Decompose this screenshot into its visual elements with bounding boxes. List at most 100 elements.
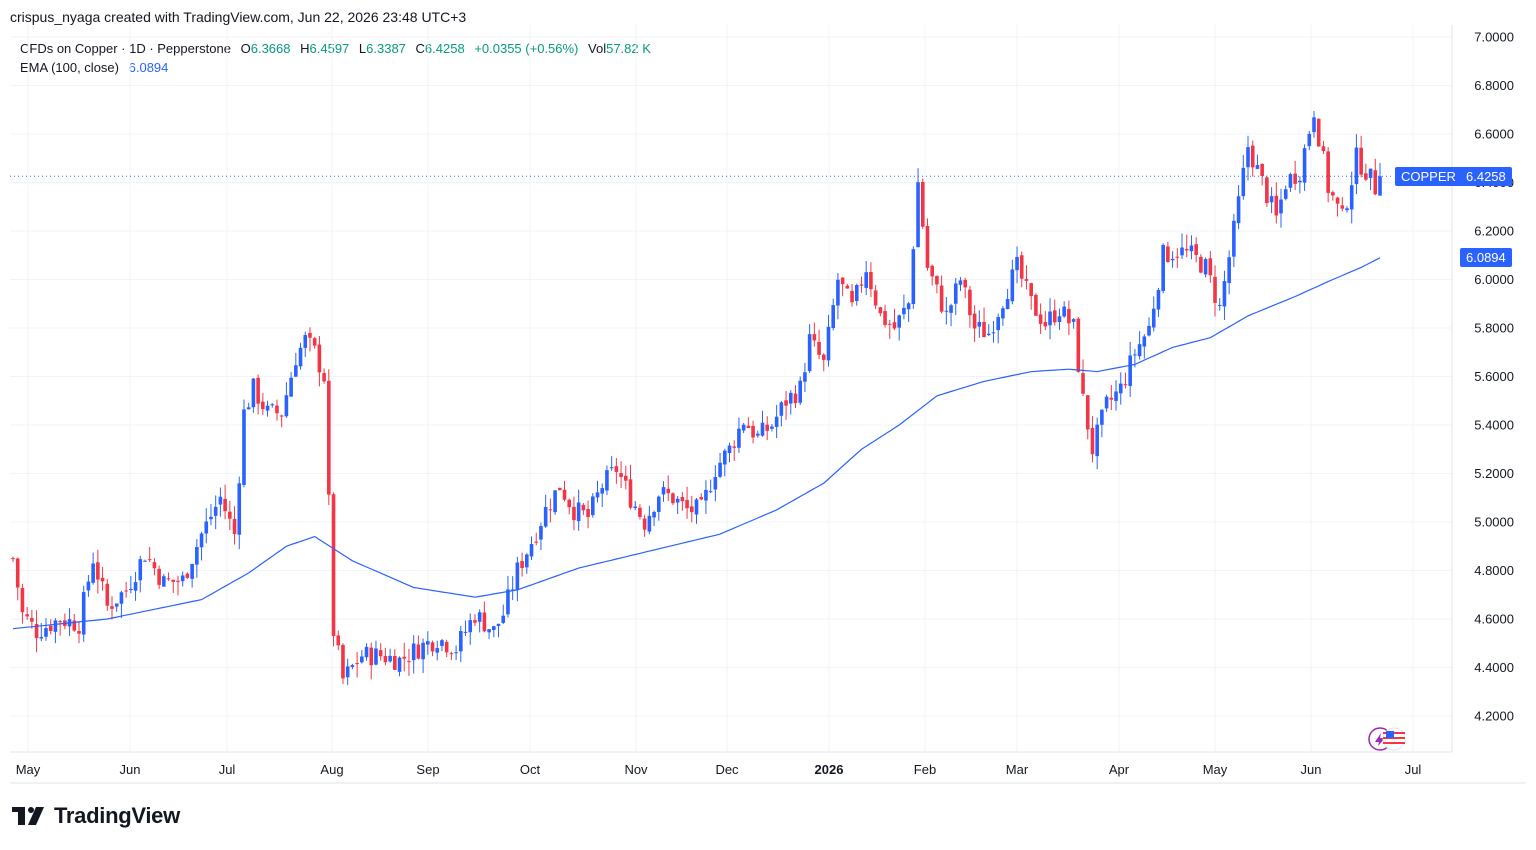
ema-legend-row[interactable]: EMA (100, close) 6.0894	[20, 58, 651, 77]
candle-body	[605, 470, 609, 491]
candle-body	[312, 338, 317, 346]
candle-body	[803, 372, 807, 382]
low-value: 6.3387	[366, 41, 406, 56]
candle-body	[883, 311, 887, 325]
candle-body	[143, 560, 147, 562]
symbol-legend-row[interactable]: CFDs on Copper · 1D · Pepperstone O6.366…	[20, 39, 651, 58]
candle-body	[166, 578, 171, 580]
candle-body	[623, 475, 628, 481]
candle-body	[1199, 256, 1203, 273]
candle-body	[751, 425, 755, 438]
candle-body	[105, 583, 110, 606]
close-value: 6.4258	[424, 41, 465, 56]
candle-body	[232, 518, 237, 535]
candle-body	[581, 504, 586, 511]
candle-body	[746, 425, 751, 429]
candle-body	[39, 636, 44, 639]
candle-body	[1104, 396, 1109, 409]
close-label: C	[415, 41, 425, 56]
candle-body	[1170, 258, 1175, 261]
candle-body	[1335, 197, 1340, 204]
y-tick-label: 5.2000	[1474, 466, 1514, 481]
candle-body	[435, 648, 440, 653]
candle-body	[968, 289, 972, 316]
candle-body	[520, 561, 524, 569]
candle-body	[1043, 322, 1048, 327]
candle-body	[1184, 248, 1189, 251]
candle-body	[1279, 199, 1283, 214]
candle-body	[869, 271, 873, 290]
candle-body	[642, 518, 647, 530]
candle-body	[704, 489, 708, 501]
last-price-tag: 6.4258	[1460, 167, 1512, 186]
candle-body	[807, 334, 812, 372]
us-flag-icon[interactable]	[1368, 727, 1406, 751]
candle-body	[958, 280, 963, 285]
candle-body	[53, 620, 58, 632]
candle-body	[765, 424, 770, 431]
candle-body	[699, 497, 704, 500]
candle-body	[1321, 146, 1326, 151]
candle-body	[96, 562, 100, 580]
candle-body	[355, 663, 359, 665]
candle-body	[1340, 205, 1345, 209]
candle-body	[534, 541, 539, 543]
candle-body	[982, 321, 986, 338]
candle-body	[430, 642, 435, 652]
candle-body	[1052, 310, 1057, 323]
candle-body	[426, 641, 430, 645]
candle-body	[906, 303, 911, 310]
candle-body	[72, 620, 77, 631]
ema-line	[12, 257, 1381, 630]
candle-body	[826, 326, 831, 361]
candle-body	[416, 644, 421, 659]
candle-body	[638, 507, 642, 517]
candle-body	[289, 377, 293, 397]
candle-body	[1312, 117, 1316, 133]
candle-body	[1161, 244, 1165, 292]
candle-body	[845, 285, 850, 289]
candle-body	[1005, 299, 1010, 310]
candle-body	[1114, 391, 1118, 401]
candle-body	[180, 575, 185, 582]
candle-body	[1189, 245, 1194, 252]
candle-body	[228, 511, 232, 519]
candle-body	[562, 489, 567, 500]
tradingview-logo[interactable]: TradingView	[12, 803, 180, 829]
candle-body	[694, 499, 699, 515]
candle-body	[770, 426, 774, 429]
candle-body	[199, 533, 204, 548]
candle-body	[1015, 256, 1019, 271]
candle-body	[1345, 208, 1349, 211]
candle-body	[628, 479, 633, 508]
candle-body	[741, 424, 746, 431]
candle-body	[298, 347, 303, 367]
candle-body	[1241, 167, 1246, 197]
candle-body	[303, 335, 308, 348]
candle-body	[421, 642, 425, 660]
candle-body	[656, 496, 661, 512]
candle-body	[774, 416, 779, 427]
low-label: L	[358, 41, 367, 56]
candle-body	[176, 580, 180, 582]
candle-body	[345, 666, 350, 678]
y-tick-label: 5.0000	[1474, 515, 1514, 530]
candle-body	[1151, 308, 1156, 328]
candle-body	[652, 511, 656, 518]
candle-body	[459, 631, 463, 652]
candle-body	[482, 612, 487, 632]
candle-body	[911, 249, 916, 305]
candle-body	[242, 409, 246, 485]
x-tick-label: Feb	[914, 762, 936, 777]
y-tick-label: 6.2000	[1474, 224, 1514, 239]
candle-body	[1307, 133, 1312, 147]
candle-body	[647, 515, 652, 532]
candle-body	[633, 506, 638, 509]
brand-name: TradingView	[54, 803, 180, 828]
candle-body	[836, 279, 840, 306]
candle-body	[1133, 354, 1137, 356]
candle-body	[138, 559, 143, 581]
candle-body	[213, 506, 218, 516]
candle-body	[1034, 294, 1038, 316]
